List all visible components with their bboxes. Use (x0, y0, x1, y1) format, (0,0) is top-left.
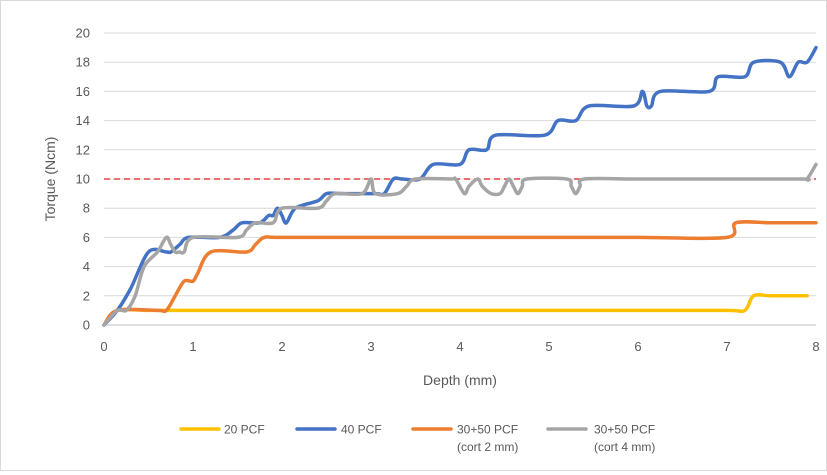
y-tick-label: 10 (76, 172, 90, 187)
legend-label-3-line2: (cort 2 mm) (457, 440, 518, 454)
y-tick-label: 18 (76, 55, 90, 70)
legend-label-1: 20 PCF (224, 423, 265, 437)
legend: 20 PCF 40 PCF 30+50 PCF (cort 2 mm) 30+50 PC… (179, 423, 655, 454)
y-axis-title: Torque (Ncm) (42, 137, 58, 222)
x-tick-label: 0 (100, 339, 107, 354)
x-tick-label: 4 (456, 339, 463, 354)
x-tick-label: 2 (278, 339, 285, 354)
x-tick-label: 5 (545, 339, 552, 354)
y-tick-label: 14 (76, 113, 90, 128)
y-tick-label: 4 (83, 259, 90, 274)
legend-label-3: 30+50 PCF (457, 423, 518, 437)
legend-label-4: 30+50 PCF (594, 423, 655, 437)
y-tick-label: 12 (76, 142, 90, 157)
series-line-20-pcf (102, 293, 809, 327)
x-tick-label: 1 (189, 339, 196, 354)
y-tick-label: 20 (76, 26, 90, 41)
series-line-30-50-pcf-cort-4-mm (102, 162, 818, 327)
series-line-30-50-pcf-cort-2-mm (102, 220, 818, 327)
x-axis-title: Depth (mm) (423, 372, 497, 388)
x-tick-label: 7 (723, 339, 730, 354)
x-tick-label: 6 (634, 339, 641, 354)
y-tick-label: 8 (83, 201, 90, 216)
legend-label-2: 40 PCF (341, 423, 382, 437)
y-tick-label: 16 (76, 84, 90, 99)
series-lines (102, 45, 818, 327)
legend-label-4-line2: (cort 4 mm) (594, 440, 655, 454)
y-tick-label: 2 (83, 288, 90, 303)
y-tick-label: 0 (83, 318, 90, 333)
x-tick-label: 3 (367, 339, 374, 354)
x-tick-label: 8 (812, 339, 819, 354)
y-tick-label: 6 (83, 230, 90, 245)
